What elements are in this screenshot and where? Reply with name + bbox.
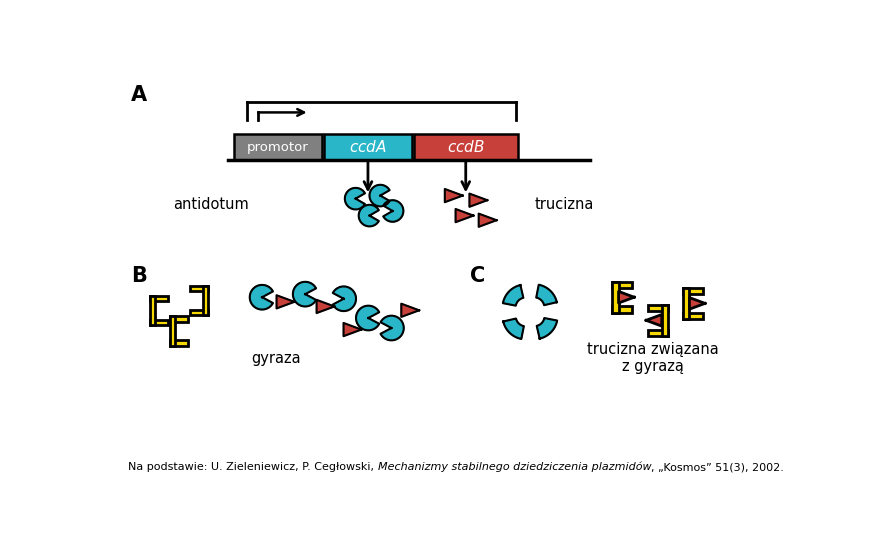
Bar (684, 313, 703, 319)
Bar (684, 288, 689, 319)
Polygon shape (332, 286, 356, 311)
Text: gyraza: gyraza (251, 350, 301, 365)
Text: antidotum: antidotum (173, 197, 249, 212)
Bar (648, 329, 668, 336)
Bar (648, 305, 668, 311)
Text: trucizna: trucizna (535, 197, 594, 212)
Bar (613, 282, 633, 288)
Polygon shape (618, 292, 634, 303)
Polygon shape (381, 316, 404, 340)
Bar (150, 320, 168, 325)
Polygon shape (383, 200, 403, 222)
Bar (190, 286, 208, 291)
Bar (613, 282, 618, 313)
Polygon shape (455, 209, 473, 222)
Polygon shape (504, 319, 524, 339)
Polygon shape (343, 323, 361, 336)
Bar (150, 296, 168, 301)
Polygon shape (277, 295, 295, 308)
Bar (169, 316, 175, 345)
Polygon shape (369, 185, 390, 206)
Text: C: C (470, 266, 486, 286)
Text: $\it{ccdB}$: $\it{ccdB}$ (447, 139, 485, 155)
Polygon shape (689, 298, 705, 309)
Text: Na podstawie: U. Zieleniewicz, P. Cegłowski,: Na podstawie: U. Zieleniewicz, P. Cegłow… (128, 462, 377, 472)
Polygon shape (536, 285, 556, 305)
Polygon shape (646, 315, 662, 326)
Bar (169, 316, 188, 322)
Polygon shape (293, 282, 316, 307)
Polygon shape (250, 285, 273, 309)
Text: , „Kosmos” 51(3), 2002.: , „Kosmos” 51(3), 2002. (651, 462, 784, 472)
Polygon shape (316, 300, 334, 313)
Polygon shape (356, 306, 379, 330)
Polygon shape (503, 285, 523, 306)
Polygon shape (345, 188, 365, 210)
Bar (190, 309, 208, 315)
Polygon shape (358, 205, 379, 226)
Bar (414, 134, 518, 160)
Bar (684, 288, 703, 294)
Bar (202, 286, 208, 315)
Bar (613, 307, 633, 313)
Bar (662, 305, 668, 336)
Polygon shape (401, 303, 419, 317)
Polygon shape (470, 194, 487, 207)
Bar (169, 340, 188, 345)
Polygon shape (537, 318, 557, 338)
Text: B: B (131, 266, 147, 286)
Text: promotor: promotor (247, 141, 309, 154)
Polygon shape (478, 213, 496, 227)
Text: trucizna związana
z gyrazą: trucizna związana z gyrazą (588, 342, 719, 374)
Text: Mechanizmy stabilnego dziedziczenia plazmidów: Mechanizmy stabilnego dziedziczenia plaz… (377, 461, 651, 472)
Text: $\it{ccdA}$: $\it{ccdA}$ (349, 139, 387, 155)
Bar (150, 296, 155, 325)
Bar (234, 134, 323, 160)
Text: A: A (131, 86, 147, 106)
Polygon shape (444, 189, 462, 202)
Bar (323, 134, 412, 160)
